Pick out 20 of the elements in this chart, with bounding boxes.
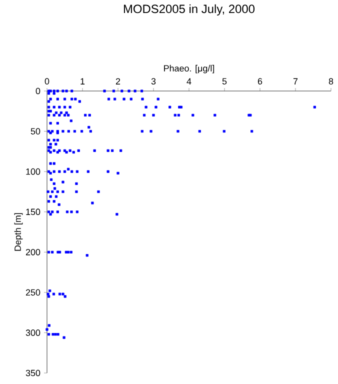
y-tick-label: 200 [26,248,40,256]
x-tick-label: 7 [293,78,298,84]
y-tick-label: 50 [30,128,40,134]
x-axis-title: Phaeo. [μg/l] [164,64,214,74]
y-tick-label: 150 [26,208,40,216]
y-axis-title: Depth [m] [14,213,23,251]
chart-title: MODS2005 in July, 2000 [124,4,255,16]
x-tick-label: 0 [44,78,50,84]
y-tick-label: 300 [26,330,40,336]
y-tick-label: 0 [36,88,40,94]
x-tick-label: 6 [258,78,262,84]
x-tick-label: 4 [186,78,192,84]
y-tick-label: 100 [26,168,40,175]
y-tick-label: 350 [26,370,40,376]
y-tick-label: 250 [26,289,40,296]
x-tick-label: 5 [222,78,227,84]
x-tick-label: 1 [80,78,85,84]
x-tick-label: 3 [151,78,156,84]
x-tick-label: 2 [116,78,120,84]
x-tick-label: 8 [328,78,334,84]
